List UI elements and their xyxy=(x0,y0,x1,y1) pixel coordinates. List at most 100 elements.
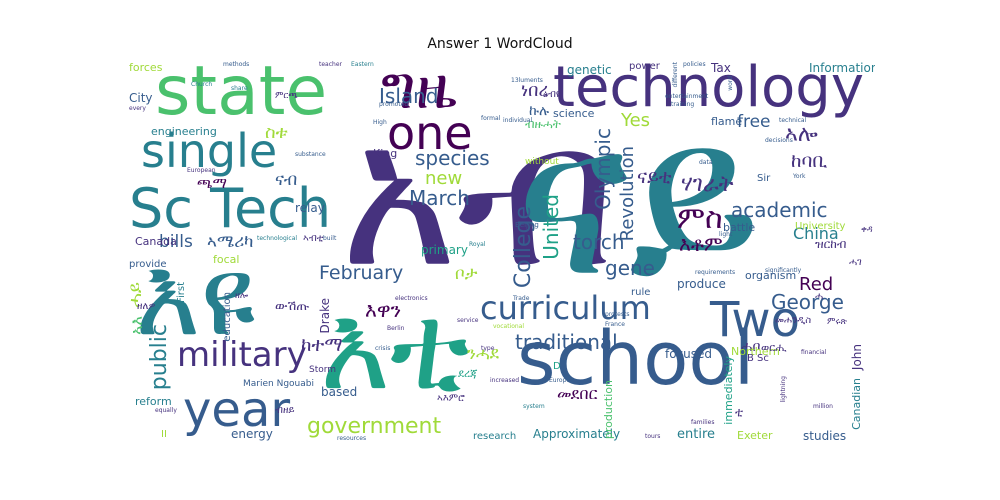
word: እዋን xyxy=(365,298,402,322)
word: ብዘይ xyxy=(275,405,295,416)
word: policies xyxy=(683,61,706,68)
word: primary xyxy=(421,243,468,257)
word: መሐንዲስ xyxy=(775,315,812,326)
word: Berlin xyxy=(387,325,405,332)
word: million xyxy=(813,403,833,410)
word: training xyxy=(671,101,695,108)
word: research xyxy=(473,431,517,442)
word: Royal xyxy=(469,241,486,248)
word: George xyxy=(771,290,844,314)
word: traditional xyxy=(515,330,618,354)
word: United xyxy=(539,194,563,260)
word: technology xyxy=(553,56,864,120)
word: ኣእ xyxy=(127,316,146,335)
word: ቲ xyxy=(735,405,744,419)
word: University xyxy=(795,221,846,232)
word: February xyxy=(319,262,404,284)
word: Sir xyxy=(757,173,771,184)
word: ንሓደ xyxy=(467,344,500,364)
word: technical xyxy=(779,117,807,124)
word: ከባቢ xyxy=(791,150,828,172)
word: every xyxy=(129,105,146,112)
word: ጫማ xyxy=(197,174,227,192)
word: type xyxy=(481,345,495,352)
word: ቀዳ xyxy=(861,225,873,235)
word: B Sc xyxy=(747,353,769,364)
word: ኣሜሪካ xyxy=(207,232,254,252)
word: Trade xyxy=(513,295,530,302)
word: ዝርከብ xyxy=(815,237,847,251)
word: different xyxy=(672,62,679,88)
word: entire xyxy=(677,427,716,442)
word: organism xyxy=(745,269,797,282)
word: forces xyxy=(129,61,163,74)
word: one xyxy=(387,106,473,160)
word: Exeter xyxy=(737,429,773,442)
chart-title: Answer 1 WordCloud xyxy=(427,36,573,52)
word: promoted xyxy=(379,101,409,108)
word: Europe xyxy=(549,377,571,384)
word: energy xyxy=(231,427,273,441)
word: free xyxy=(737,112,771,132)
word: York xyxy=(793,173,806,180)
word: equally xyxy=(155,407,177,414)
word: single xyxy=(141,124,278,178)
word: flame xyxy=(711,115,743,128)
word: ዘሎ xyxy=(235,291,249,301)
word: significantly xyxy=(765,267,802,274)
word: state xyxy=(155,56,328,131)
word: reform xyxy=(135,395,172,408)
word: ወርሒ xyxy=(761,341,787,354)
word: College xyxy=(511,206,536,289)
word: school xyxy=(517,316,755,402)
word: China xyxy=(793,224,839,243)
word: እዩ xyxy=(135,232,256,360)
word: Approximately xyxy=(533,427,621,441)
word: Storm xyxy=(309,365,337,375)
word: immediately xyxy=(722,356,735,425)
word: ኣሎ xyxy=(785,122,818,147)
word: City xyxy=(129,91,153,105)
word: ናብ xyxy=(275,170,298,190)
word: ናይቲ xyxy=(637,166,672,188)
word: rule xyxy=(631,287,651,298)
word: ውሽጡ xyxy=(275,299,310,314)
word: ምስ xyxy=(677,201,723,236)
word: ደረጃ xyxy=(458,367,478,380)
word: relay xyxy=(295,201,325,215)
word: public xyxy=(147,324,172,391)
word: produce xyxy=(677,277,726,291)
word: families xyxy=(691,419,715,426)
word: John xyxy=(850,344,864,371)
word: March xyxy=(409,186,470,210)
word: ኣብቲ xyxy=(303,233,324,244)
word: curriculum xyxy=(480,289,651,327)
word: bills xyxy=(159,232,193,252)
word: studies xyxy=(803,429,847,443)
word: Marien Ngouabi xyxy=(243,379,314,389)
word: Island xyxy=(379,84,439,108)
word: D xyxy=(553,361,561,372)
word: focused xyxy=(665,347,713,361)
word: ኩሉ xyxy=(529,103,550,119)
word: resources xyxy=(337,435,367,442)
word: Tax xyxy=(711,61,731,75)
word: First xyxy=(176,282,187,304)
word: decisions xyxy=(765,137,793,144)
word: financial xyxy=(801,349,827,356)
word: service xyxy=(457,317,479,324)
word: share xyxy=(231,85,248,92)
word: አብ xyxy=(340,79,617,312)
word: formal xyxy=(481,115,501,122)
word: new xyxy=(425,168,463,189)
word: ዘለዎ xyxy=(137,301,156,312)
word: focal xyxy=(213,253,240,266)
word: Yes xyxy=(621,110,651,131)
word: ነበረ xyxy=(521,80,549,101)
word: science xyxy=(553,107,595,120)
word: entertainment xyxy=(665,93,709,100)
word: academic xyxy=(731,198,828,222)
word: ብዙሓት xyxy=(525,117,561,131)
word: teacher xyxy=(319,61,342,68)
